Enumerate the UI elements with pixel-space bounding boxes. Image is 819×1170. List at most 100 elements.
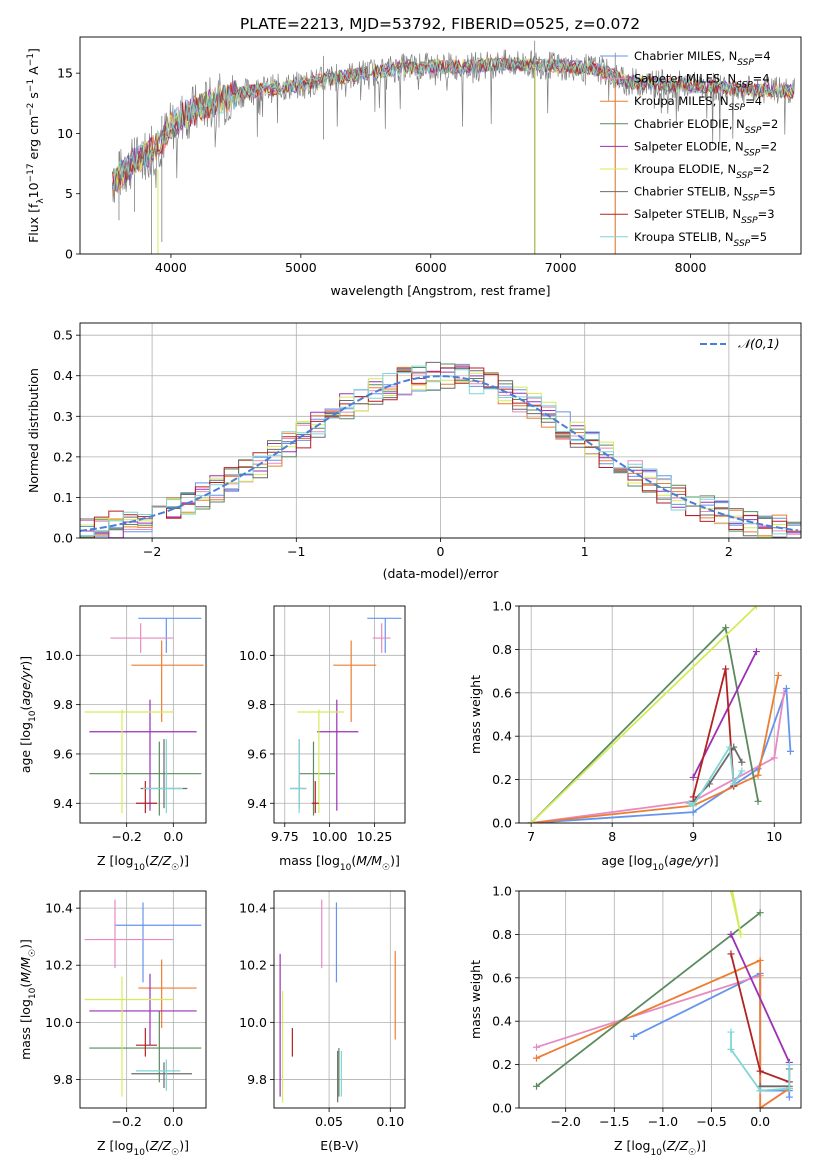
legend-entry: Salpeter STELIB, NSSP=3 xyxy=(634,207,775,226)
y-axis-label: Normed distribution xyxy=(26,368,41,493)
y-tick-label: 0.3 xyxy=(53,409,73,424)
weight-marker xyxy=(722,665,730,673)
weight-marker xyxy=(527,819,535,823)
weight-marker xyxy=(533,1082,541,1090)
weight-marker xyxy=(726,743,734,751)
x-tick-label: −2 xyxy=(143,544,161,559)
x-axis-label: mass [log10(M/M☉)] xyxy=(279,853,400,873)
y-tick-label: 0.0 xyxy=(53,531,73,546)
gaussian-curve xyxy=(79,375,799,532)
x-tick-label: 0.0 xyxy=(163,829,183,844)
weight-marker xyxy=(727,950,735,958)
weight-marker xyxy=(727,1028,735,1036)
x-tick-label: 0 xyxy=(437,544,445,559)
legend-entry: Chabrier STELIB, NSSP=5 xyxy=(634,185,776,204)
x-tick-label: 0.10 xyxy=(376,1114,404,1129)
y-tick-label: 0.8 xyxy=(492,642,512,657)
y-tick-label: 10.0 xyxy=(239,648,267,663)
x-tick-label: 4000 xyxy=(155,260,187,275)
y-tick-label: 9.6 xyxy=(247,746,267,761)
y-tick-label: 10.2 xyxy=(45,958,73,973)
x-tick-label: −1.0 xyxy=(648,1114,678,1129)
y-axis-label: mass weight xyxy=(468,960,483,1039)
x-tick-label: 0.0 xyxy=(163,1114,183,1129)
weight-marker xyxy=(774,671,782,679)
y-axis-label: mass weight xyxy=(468,675,483,754)
weight-series-line-3 xyxy=(536,959,790,1108)
model-line-7 xyxy=(112,56,795,194)
x-axis-label: E(B-V) xyxy=(320,1138,359,1153)
y-tick-label: 0.6 xyxy=(492,685,512,700)
legend-entry: Salpeter MILES, NSSP=4 xyxy=(634,72,770,91)
weight-marker xyxy=(756,956,764,964)
weight-marker xyxy=(689,808,697,816)
y-tick-label: 0.4 xyxy=(53,368,73,383)
y-axis-label: mass [log10(M/M☉)] xyxy=(18,939,38,1060)
weight-marker xyxy=(786,747,794,755)
y-tick-label: 0.8 xyxy=(492,927,512,942)
y-tick-label: 5 xyxy=(65,186,73,201)
y-tick-label: 0.0 xyxy=(492,816,512,831)
x-tick-label: 8000 xyxy=(675,260,707,275)
x-tick-label: 6000 xyxy=(415,260,447,275)
y-tick-label: 10.2 xyxy=(239,958,267,973)
legend-entry: Chabrier ELODIE, NSSP=2 xyxy=(634,117,778,136)
x-axis-label: Z [log10(Z/Z☉)] xyxy=(97,853,189,873)
y-tick-label: 9.4 xyxy=(53,796,73,811)
weight-marker xyxy=(533,1054,541,1062)
weight-series-line-6 xyxy=(530,606,758,823)
weight-marker xyxy=(780,689,788,697)
weight-marker xyxy=(754,797,762,805)
weight-marker xyxy=(785,1061,793,1069)
legend-entry: 𝒩(0,1) xyxy=(738,336,780,351)
y-tick-label: 10 xyxy=(57,126,73,141)
x-tick-label: −2.0 xyxy=(550,1114,580,1129)
weight-marker xyxy=(770,754,778,762)
y-axis-label: Flux [fλ10−17 erg cm−2 s−1 A−1] xyxy=(26,48,46,243)
weight-marker xyxy=(685,799,693,807)
y-tick-label: 9.8 xyxy=(247,697,267,712)
x-tick-label: −0.2 xyxy=(111,1114,141,1129)
weight-series-line-4 xyxy=(530,625,759,823)
y-tick-label: 0.5 xyxy=(53,328,73,343)
legend-entry: Chabrier MILES, NSSP=4 xyxy=(634,49,771,68)
x-tick-label: −0.5 xyxy=(696,1114,726,1129)
y-tick-label: 9.8 xyxy=(53,697,73,712)
weight-marker xyxy=(756,1104,764,1108)
weight-marker xyxy=(752,648,760,656)
weight-marker xyxy=(738,758,746,766)
y-tick-label: 0 xyxy=(65,247,73,262)
x-tick-label: −1.5 xyxy=(599,1114,629,1129)
weight-series-line-1 xyxy=(531,688,792,823)
weight-marker xyxy=(752,606,760,610)
axes-frame xyxy=(273,890,406,1109)
y-tick-label: 0.1 xyxy=(53,490,73,505)
weight-marker xyxy=(756,1087,764,1095)
x-tick-label: −1 xyxy=(287,544,305,559)
y-tick-label: 15 xyxy=(57,66,73,81)
y-tick-label: 9.8 xyxy=(53,1072,73,1087)
y-axis-label: age [log10(age/yr)] xyxy=(18,656,38,773)
weight-series-line-5 xyxy=(730,934,791,1063)
x-axis-label: age [log10(age/yr)] xyxy=(601,853,718,873)
y-tick-label: 0.2 xyxy=(492,1057,512,1072)
x-axis-label: Z [log10(Z/Z☉)] xyxy=(614,1138,706,1158)
y-tick-label: 0.4 xyxy=(492,729,512,744)
weight-marker xyxy=(785,1093,793,1101)
x-axis-label: Z [log10(Z/Z☉)] xyxy=(97,1138,189,1158)
weight-marker xyxy=(727,1045,735,1053)
weight-series-line-2 xyxy=(531,692,785,823)
axes-frame xyxy=(79,890,207,1109)
weight-series-line-7 xyxy=(760,1068,791,1088)
x-axis-label: wavelength [Angstrom, rest frame] xyxy=(330,283,550,298)
weight-marker xyxy=(754,771,762,779)
x-tick-label: 10.00 xyxy=(312,829,348,844)
residual-histogram-8 xyxy=(80,367,801,538)
weight-marker xyxy=(630,1032,638,1040)
y-tick-label: 0.2 xyxy=(492,772,512,787)
y-tick-label: 10.0 xyxy=(45,648,73,663)
x-tick-label: 2 xyxy=(725,544,733,559)
weight-marker xyxy=(727,891,735,895)
y-tick-label: 1.0 xyxy=(492,884,512,899)
